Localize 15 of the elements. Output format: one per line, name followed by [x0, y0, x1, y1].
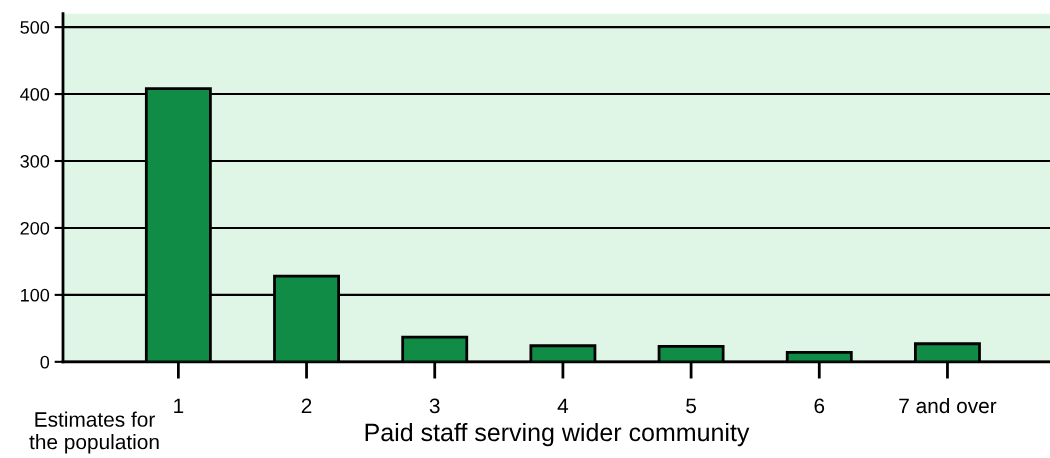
x-tick-label: 4	[557, 398, 569, 414]
y-tick-label: 200	[20, 221, 50, 235]
y-tick-label: 400	[20, 88, 50, 101]
x-tick-label: 2	[301, 398, 312, 414]
y-tick-label: 0	[40, 355, 50, 369]
y-tick-label: 100	[21, 288, 50, 302]
x-axis-title: Paid staff serving wider community	[365, 422, 750, 447]
x-tick-label: 1	[174, 398, 184, 414]
text: Estimates for the population	[29, 411, 159, 454]
x-tick-label: 5	[686, 398, 697, 414]
x-tick-label: 6	[814, 398, 825, 414]
y-tick-label: 300	[20, 154, 50, 168]
x-tick-label: 3	[429, 398, 440, 414]
x-tick-label: 7 and over	[899, 397, 997, 414]
y-tick-label: 500	[20, 21, 50, 34]
